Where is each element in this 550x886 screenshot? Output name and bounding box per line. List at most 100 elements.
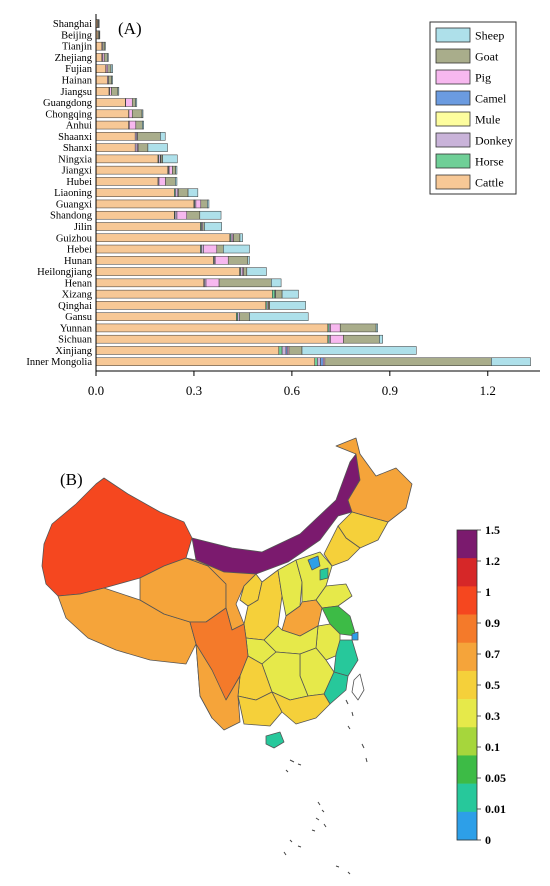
x-tick-label: 1.2 bbox=[480, 383, 496, 398]
legend-swatch-cattle bbox=[435, 174, 471, 190]
bar-sheep-jiangsu bbox=[117, 87, 120, 96]
bar-horse-xinjiang bbox=[278, 346, 283, 355]
category-label-guangdong: Guangdong bbox=[43, 98, 93, 109]
bar-pig-shandong bbox=[176, 210, 188, 220]
bar-pig-hunan bbox=[214, 256, 229, 265]
bar-camel-inner-mongolia bbox=[320, 357, 324, 366]
bar-goat-hunan bbox=[227, 256, 249, 265]
bar-cattle-liaoning bbox=[95, 188, 175, 197]
x-tick-label: 0.3 bbox=[186, 383, 202, 398]
bar-pig-henan bbox=[205, 278, 220, 288]
colorbar-segment bbox=[457, 586, 477, 615]
bar-sheep-gansu bbox=[249, 312, 309, 321]
bar-pig-guangxi bbox=[195, 199, 202, 209]
bar-cattle-xizang bbox=[95, 289, 273, 299]
bar-donkey-gansu bbox=[237, 312, 240, 321]
region-taiwan bbox=[351, 673, 365, 701]
category-label-xizang: Xizang bbox=[62, 290, 93, 301]
bar-cattle-qinghai bbox=[95, 301, 267, 310]
bar-donkey-xinjiang bbox=[281, 346, 287, 355]
colorbar-label: 0.01 bbox=[485, 802, 506, 816]
legend-label-mule: Mule bbox=[475, 113, 500, 127]
category-label-guangxi: Guangxi bbox=[56, 199, 92, 210]
colorbar-label: 0.3 bbox=[485, 709, 500, 723]
bar-goat-hubei bbox=[165, 177, 176, 186]
category-label-fujian: Fujian bbox=[65, 64, 93, 75]
bar-sheep-heilongjiang bbox=[246, 267, 267, 276]
bar-cattle-shanxi bbox=[95, 143, 136, 152]
category-labels: ShanghaiBeijingTianjinZhejiangFujianHain… bbox=[26, 19, 92, 368]
colorbar-segment bbox=[457, 558, 477, 587]
bar-cattle-hainan bbox=[95, 75, 108, 85]
legend-swatch-horse bbox=[435, 153, 471, 169]
bar-sheep-sichuan bbox=[379, 334, 383, 344]
bar-sheep-hubei bbox=[175, 177, 178, 186]
bar-sheep-hainan bbox=[111, 75, 113, 85]
category-label-xinjiang: Xinjiang bbox=[55, 346, 92, 357]
category-label-jilin: Jilin bbox=[74, 222, 93, 233]
bar-sheep-hunan bbox=[247, 256, 250, 265]
bar-sheep-zhejiang bbox=[107, 53, 109, 62]
bar-goat-yunnan bbox=[339, 323, 377, 333]
bar-cattle-shandong bbox=[95, 210, 175, 220]
bar-sheep-fujian bbox=[110, 64, 113, 73]
bar-sheep-ningxia bbox=[162, 154, 178, 164]
panel-b-map: (B) bbox=[41, 437, 506, 875]
bar-pig-jiangxi bbox=[168, 165, 173, 175]
bar-goat-guizhou bbox=[233, 233, 241, 243]
bar-donkey-shandong bbox=[174, 210, 178, 220]
bar-horse-xizang bbox=[272, 289, 276, 299]
category-label-hebei: Hebei bbox=[67, 245, 92, 256]
bar-goat-guangxi bbox=[200, 199, 208, 209]
legend-swatch-sheep bbox=[435, 27, 471, 43]
bar-cattle-fujian bbox=[95, 64, 107, 73]
legend-label-sheep: Sheep bbox=[475, 29, 504, 43]
bar-goat-anhui bbox=[135, 120, 143, 130]
bar-cattle-xinjiang bbox=[95, 346, 280, 355]
region-guangdong bbox=[271, 691, 331, 725]
category-label-inner-mongolia: Inner Mongolia bbox=[26, 357, 92, 368]
colorbar-segment bbox=[457, 670, 477, 700]
bar-sheep-liaoning bbox=[187, 188, 199, 197]
bar-sheep-jilin bbox=[204, 222, 222, 231]
bar-goat-guangdong bbox=[131, 98, 136, 107]
colorbar-label: 1 bbox=[485, 585, 491, 599]
region-liaoning bbox=[323, 525, 361, 567]
bar-sheep-guangdong bbox=[135, 98, 138, 107]
colorbar-segment bbox=[457, 727, 477, 756]
bar-goat-henan bbox=[218, 278, 272, 288]
category-label-zhejiang: Zhejiang bbox=[55, 53, 93, 64]
bar-cattle-henan bbox=[95, 278, 204, 288]
south-sea-islands bbox=[283, 699, 368, 875]
category-label-shaanxi: Shaanxi bbox=[58, 132, 92, 143]
bar-cattle-yunnan bbox=[95, 323, 329, 333]
bar-goat-gansu bbox=[239, 312, 250, 321]
bar-goat-xinjiang bbox=[288, 346, 303, 355]
bar-sheep-shandong bbox=[199, 210, 222, 220]
bar-donkey-shanxi bbox=[134, 143, 138, 152]
colorbar-segment bbox=[457, 614, 477, 644]
bar-pig-chongqing bbox=[128, 109, 133, 119]
category-label-yunnan: Yunnan bbox=[60, 323, 93, 334]
legend-swatch-camel bbox=[435, 90, 471, 106]
colorbar-segment bbox=[457, 642, 477, 672]
bar-horse-inner-mongolia bbox=[314, 357, 318, 366]
bar-goat-liaoning bbox=[178, 188, 189, 197]
legend-label-camel: Camel bbox=[475, 92, 507, 106]
x-tick-label: 0.0 bbox=[88, 383, 104, 398]
bar-pig-hubei bbox=[158, 177, 166, 186]
bar-pig-hebei bbox=[203, 244, 218, 254]
legend-swatch-donkey bbox=[435, 132, 471, 148]
bar-sheep-qinghai bbox=[269, 301, 306, 310]
bar-sheep-tianjin bbox=[104, 41, 106, 51]
bar-cattle-inner-mongolia bbox=[95, 357, 315, 366]
bar-sheep-anhui bbox=[142, 120, 144, 130]
bar-sheep-xinjiang bbox=[301, 346, 417, 355]
legend-swatch-mule bbox=[435, 111, 471, 127]
category-label-hainan: Hainan bbox=[62, 75, 93, 86]
category-label-jiangsu: Jiangsu bbox=[61, 87, 93, 98]
bar-sheep-shaanxi bbox=[160, 132, 166, 141]
category-label-heilongjiang: Heilongjiang bbox=[37, 267, 93, 278]
region-yunnan bbox=[195, 643, 241, 731]
bar-sheep-yunnan bbox=[375, 323, 378, 333]
